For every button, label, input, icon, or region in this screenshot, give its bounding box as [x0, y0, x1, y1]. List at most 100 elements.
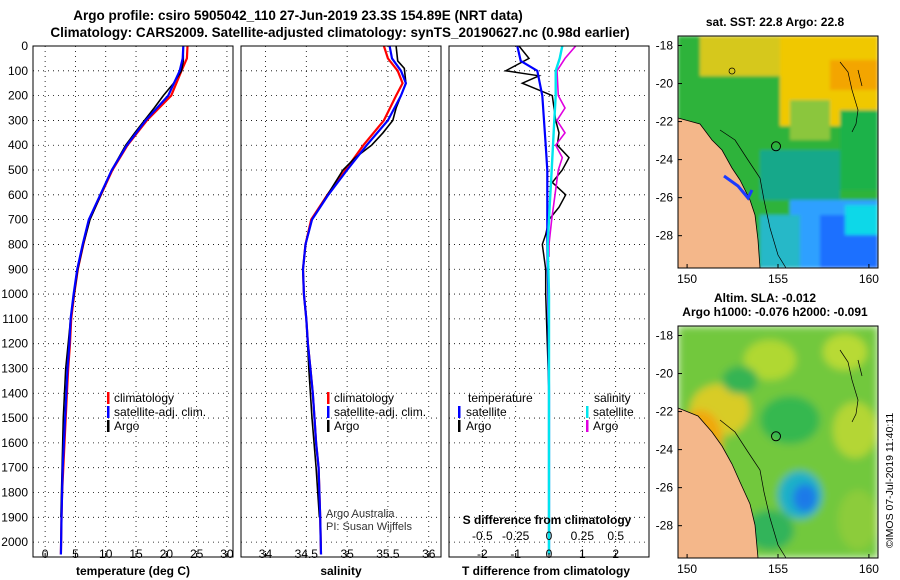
salinity-diff-satellite-line	[546, 46, 564, 555]
lon-tick-label: 160	[859, 272, 879, 286]
s-diff-tick-label: -0.5	[472, 529, 493, 543]
sla-map-title: Altim. SLA: -0.012	[714, 291, 816, 305]
legend-temp-satellite-swatch	[458, 406, 461, 418]
legend-satellite-swatch	[107, 406, 110, 418]
depth-tick-label: 600	[8, 188, 28, 202]
sst-map: sat. SST: 22.8 Argo: 22.8	[656, 15, 880, 286]
legend-sal-argo-label: Argo	[593, 419, 619, 433]
salinity-plot-frame	[240, 45, 442, 558]
difference-lines	[503, 46, 577, 555]
x-tick-label: 34.5	[295, 547, 319, 561]
x-tick-label: 15	[129, 547, 143, 561]
x-tick-label: 25	[190, 547, 204, 561]
legend-satellite-label: satellite-adj. clim.	[114, 405, 206, 419]
x-tick-label: 10	[99, 547, 113, 561]
legend-temp-argo-label: Argo	[466, 419, 492, 433]
legend-climatology-swatch	[107, 392, 110, 404]
lat-tick-label: -22	[656, 405, 674, 419]
x-tick-label: 35	[340, 547, 354, 561]
salinity-satellite-line	[301, 46, 408, 555]
figure-title-line1: Argo profile: csiro 5905042_110 27-Jun-2…	[73, 8, 522, 23]
lon-tick-label: 150	[677, 272, 697, 286]
depth-tick-label: 500	[8, 163, 28, 177]
sst-map-title: sat. SST: 22.8 Argo: 22.8	[706, 15, 845, 29]
depth-tick-label: 1000	[1, 287, 28, 301]
credit-pi-name: PI: Susan Wijffels	[326, 521, 412, 533]
lat-tick-label: -20	[656, 367, 674, 381]
legend-sal-satellite-swatch	[586, 406, 589, 418]
legend-climatology-swatch	[327, 392, 330, 404]
x-tick-label: 36	[422, 547, 436, 561]
legend-temp-satellite-label: satellite	[466, 405, 507, 419]
lat-tick-label: -26	[656, 481, 674, 495]
x-tick-label: 20	[160, 547, 174, 561]
salinity-tick-labels: 34 34.5 35 35.5 36	[259, 547, 436, 561]
depth-tick-label: 800	[8, 237, 28, 251]
salinity-diff-argo-line	[548, 46, 577, 257]
depth-tick-labels: 0 100 200 300 400 500 600 700 800 900 1000 1100 1200…	[1, 39, 28, 549]
depth-tick-label: 1500	[1, 411, 28, 425]
depth-tick-label: 2000	[1, 535, 28, 549]
sst-coast-cold-edge	[723, 174, 754, 201]
difference-legend: temperature satellite Argo salinity sate…	[458, 391, 634, 433]
legend-satellite-swatch	[327, 406, 330, 418]
lat-tick-label: -28	[656, 229, 674, 243]
depth-tick-label: 200	[8, 89, 28, 103]
depth-tick-label: 0	[21, 39, 28, 53]
s-diff-tick-label: -0.25	[502, 529, 530, 543]
sla-reef-contour	[839, 349, 863, 423]
temperature-panel: 0100200300400500600700800900100011001200…	[1, 39, 234, 578]
salinity-grid	[241, 45, 441, 557]
lat-tick-label: -20	[656, 77, 674, 91]
legend-temperature-title: temperature	[468, 391, 533, 405]
x-tick-label: -1	[510, 547, 521, 561]
sst-land	[678, 117, 761, 268]
t-difference-axis-label: T difference from climatology	[462, 564, 630, 578]
sla-map-subtitle: Argo h1000: -0.076 h2000: -0.091	[682, 305, 868, 319]
sla-lon-tick-labels: 150 155 160	[677, 554, 879, 576]
lat-tick-label: -18	[656, 39, 674, 53]
sla-map: Altim. SLA: -0.012 Argo h1000: -0.076 h2…	[656, 291, 880, 576]
lat-tick-label: -24	[656, 443, 674, 457]
sla-land	[678, 407, 759, 558]
legend-sal-argo-swatch	[586, 420, 589, 432]
temperature-satellite-line	[59, 46, 185, 555]
s-diff-tick-label: 0	[546, 529, 553, 543]
depth-tick-label: 900	[8, 262, 28, 276]
salinity-panel: 34 34.5 35 35.5 36 salinity climatology sate…	[240, 45, 442, 578]
temperature-axis-label: temperature (deg C)	[76, 564, 190, 578]
temperature-diff-satellite-line	[516, 46, 551, 555]
lat-tick-label: -24	[656, 153, 674, 167]
salinity-lines	[301, 46, 408, 555]
sst-shelf-contour	[719, 129, 787, 268]
sst-seamount-contour	[728, 67, 736, 75]
sst-argo-position-marker	[771, 141, 781, 152]
salinity-axis-label: salinity	[320, 564, 362, 578]
t-difference-tick-labels: -2 -1 0 1 2	[477, 547, 619, 561]
legend-argo-swatch	[107, 420, 110, 432]
depth-tick-label: 1700	[1, 461, 28, 475]
sla-lat-tick-labels: -18 -20 -22 -24 -26 -28	[656, 329, 682, 533]
legend-argo-label: Argo	[114, 419, 140, 433]
lat-tick-label: -22	[656, 115, 674, 129]
sst-lon-tick-labels: 150 155 160	[677, 264, 879, 286]
lat-tick-label: -18	[656, 329, 674, 343]
legend-salinity-title: salinity	[594, 391, 631, 405]
figure-title-line2: Climatology: CARS2009. Satellite-adjuste…	[50, 25, 629, 40]
imos-watermark: ©IMOS 07-Jul-2019 11:40:11	[884, 413, 896, 548]
temperature-legend: climatology satellite-adj. clim. Argo	[107, 391, 206, 433]
lat-tick-label: -26	[656, 191, 674, 205]
s-difference-axis-label: S difference from climatology	[463, 513, 632, 527]
temperature-tick-labels: 0 5 10 15 20 25 30	[42, 547, 234, 561]
s-diff-tick-label: 0.25	[571, 529, 595, 543]
legend-temp-argo-swatch	[458, 420, 461, 432]
x-tick-label: 0	[546, 547, 553, 561]
credit-argo-australia: Argo Australia	[326, 508, 395, 520]
legend-sal-satellite-label: satellite	[593, 405, 634, 419]
depth-tick-label: 1200	[1, 337, 28, 351]
depth-tick-label: 1400	[1, 386, 28, 400]
difference-panel: -2 -1 0 1 2 -0.5 -0.25 0 0.25 0.5 S difference f…	[448, 45, 650, 578]
temperature-plot-frame	[32, 45, 234, 558]
legend-argo-label: Argo	[334, 419, 360, 433]
